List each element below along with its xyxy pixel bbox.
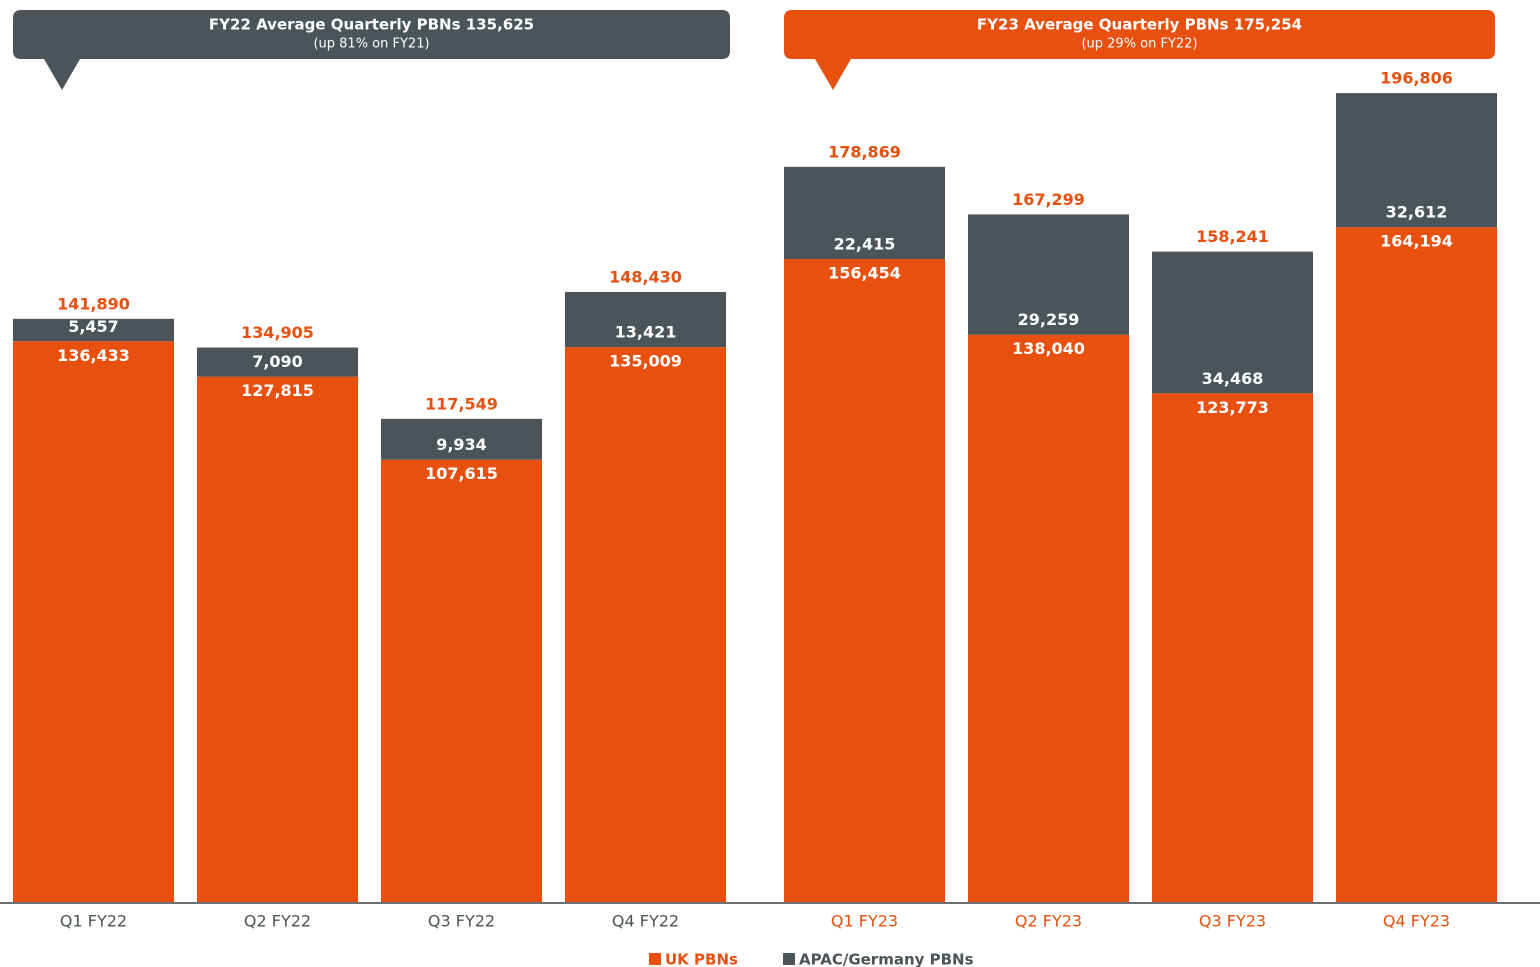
bar-segment xyxy=(1336,93,1497,228)
callout-box xyxy=(784,10,1495,90)
x-tick-label: Q3 FY22 xyxy=(428,912,495,931)
bar-segment xyxy=(197,376,358,902)
callout-subtitle: (up 81% on FY21) xyxy=(313,37,429,52)
bar-segment xyxy=(784,166,945,259)
x-tick-label: Q1 FY23 xyxy=(831,912,898,931)
value-label: 9,934 xyxy=(436,435,487,454)
callout-box xyxy=(13,10,730,90)
bar-segment xyxy=(565,347,726,902)
total-label: 196,806 xyxy=(1380,69,1453,88)
value-label: 135,009 xyxy=(609,352,682,371)
value-label: 34,468 xyxy=(1202,369,1264,388)
bar-segment xyxy=(968,334,1129,902)
value-label: 5,457 xyxy=(68,317,119,336)
total-label: 117,549 xyxy=(425,394,498,413)
total-label: 178,869 xyxy=(828,142,901,161)
value-label: 32,612 xyxy=(1386,203,1448,222)
total-label: 134,905 xyxy=(241,323,314,342)
total-label: 141,890 xyxy=(57,294,130,313)
value-label: 138,040 xyxy=(1012,339,1085,358)
value-label: 13,421 xyxy=(615,323,677,342)
x-tick-label: Q1 FY22 xyxy=(60,912,127,931)
callout-title: FY22 Average Quarterly PBNs 135,625 xyxy=(209,16,534,34)
callout-subtitle: (up 29% on FY22) xyxy=(1081,37,1197,52)
bar-segment xyxy=(1152,393,1313,902)
total-label: 167,299 xyxy=(1012,190,1085,209)
value-label: 127,815 xyxy=(241,381,314,400)
bar-segment xyxy=(381,459,542,902)
value-label: 123,773 xyxy=(1196,398,1269,417)
x-tick-label: Q2 FY22 xyxy=(244,912,311,931)
x-tick-label: Q3 FY23 xyxy=(1199,912,1266,931)
legend-label: APAC/Germany PBNs xyxy=(799,951,974,967)
legend-swatch xyxy=(783,953,795,965)
value-label: 156,454 xyxy=(828,263,901,282)
x-tick-label: Q2 FY23 xyxy=(1015,912,1082,931)
bar-segment xyxy=(197,347,358,377)
x-tick-label: Q4 FY23 xyxy=(1383,912,1450,931)
bar-segment xyxy=(1336,227,1497,902)
bar-segment xyxy=(381,418,542,460)
value-label: 107,615 xyxy=(425,464,498,483)
value-label: 136,433 xyxy=(57,346,130,365)
total-label: 158,241 xyxy=(1196,227,1269,246)
bar-segment xyxy=(13,318,174,342)
bar-segment xyxy=(13,341,174,902)
value-label: 7,090 xyxy=(252,352,303,371)
legend-label: UK PBNs xyxy=(665,951,738,967)
bar-segment xyxy=(784,258,945,902)
value-label: 22,415 xyxy=(834,234,896,253)
callout-title: FY23 Average Quarterly PBNs 175,254 xyxy=(977,16,1302,34)
bar-segment xyxy=(1152,251,1313,394)
total-label: 148,430 xyxy=(609,267,682,286)
x-tick-label: Q4 FY22 xyxy=(612,912,679,931)
bar-segment xyxy=(565,291,726,348)
bar-segment xyxy=(968,214,1129,335)
legend-swatch xyxy=(649,953,661,965)
value-label: 29,259 xyxy=(1018,310,1080,329)
value-label: 164,194 xyxy=(1380,232,1453,251)
